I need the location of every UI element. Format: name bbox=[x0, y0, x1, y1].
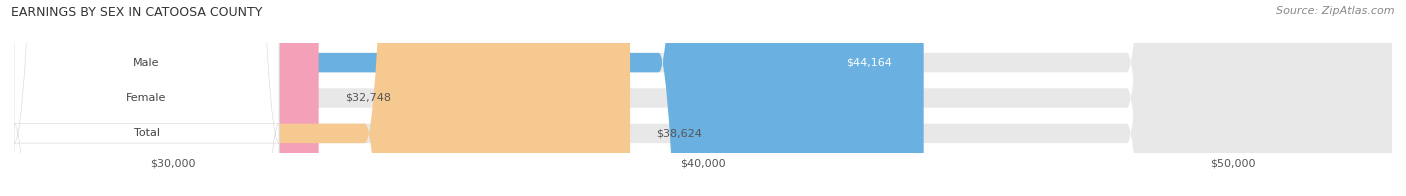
FancyBboxPatch shape bbox=[14, 0, 319, 196]
Text: Female: Female bbox=[127, 93, 167, 103]
FancyBboxPatch shape bbox=[14, 0, 924, 196]
Text: $38,624: $38,624 bbox=[657, 128, 703, 138]
Text: $32,748: $32,748 bbox=[346, 93, 391, 103]
FancyBboxPatch shape bbox=[14, 0, 1392, 196]
Text: Source: ZipAtlas.com: Source: ZipAtlas.com bbox=[1277, 6, 1395, 16]
FancyBboxPatch shape bbox=[14, 0, 630, 196]
Text: EARNINGS BY SEX IN CATOOSA COUNTY: EARNINGS BY SEX IN CATOOSA COUNTY bbox=[11, 6, 263, 19]
FancyBboxPatch shape bbox=[14, 0, 278, 196]
FancyBboxPatch shape bbox=[14, 0, 278, 196]
FancyBboxPatch shape bbox=[14, 0, 1392, 196]
Text: $44,164: $44,164 bbox=[846, 58, 891, 68]
Text: Male: Male bbox=[134, 58, 160, 68]
FancyBboxPatch shape bbox=[14, 0, 1392, 196]
Text: Total: Total bbox=[134, 128, 159, 138]
FancyBboxPatch shape bbox=[14, 0, 278, 196]
